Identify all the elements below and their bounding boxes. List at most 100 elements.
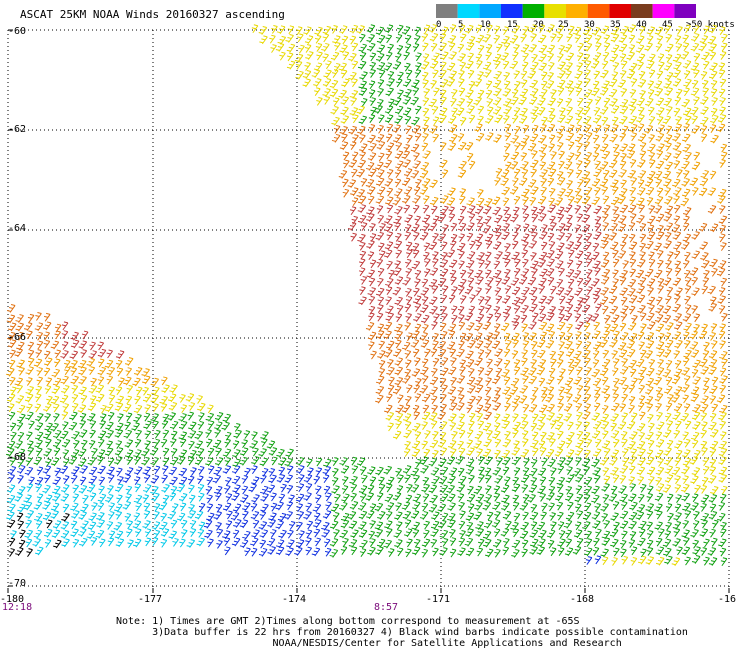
wind-barb (690, 529, 699, 538)
wind-barb (513, 70, 520, 80)
wind-barb (673, 512, 682, 521)
wind-barb (430, 42, 438, 52)
wind-barb (394, 188, 403, 197)
wind-barb (639, 222, 647, 232)
wind-barb (420, 61, 430, 70)
wind-barb (314, 87, 321, 96)
wind-barb (690, 431, 700, 441)
wind-barb (44, 385, 52, 394)
wind-barb (548, 330, 556, 340)
wind-barb (98, 358, 105, 368)
wind-barb (467, 205, 476, 214)
wind-barb (284, 511, 294, 520)
wind-barb (626, 348, 636, 358)
wind-barb (518, 295, 527, 305)
wind-barb (79, 537, 88, 547)
wind-barb (169, 420, 179, 430)
wind-barb (637, 187, 646, 196)
wind-barb (635, 358, 645, 368)
wind-barb (493, 25, 501, 35)
wind-barb (270, 502, 278, 512)
wind-barb (648, 304, 655, 313)
wind-barb (313, 475, 321, 485)
wind-barb (361, 474, 368, 484)
wind-barb (627, 143, 636, 153)
wind-barb (53, 413, 60, 422)
wind-barb (464, 312, 474, 322)
wind-barb (519, 530, 529, 540)
wind-barb (72, 493, 80, 503)
wind-barb (467, 269, 474, 278)
wind-barb (161, 420, 169, 429)
wind-barb (197, 420, 205, 430)
wind-barb (384, 178, 394, 187)
wind-barb (485, 276, 494, 286)
wind-barb (528, 286, 538, 296)
wind-barb (357, 159, 367, 169)
wind-barb (437, 233, 447, 242)
wind-barb (690, 106, 699, 116)
wind-barb (501, 413, 511, 423)
wind-barb (286, 52, 294, 62)
wind-barb (260, 431, 269, 440)
wind-barb (522, 25, 530, 35)
wind-barb (268, 512, 277, 522)
wind-barb (378, 483, 386, 493)
wind-barb (692, 24, 700, 34)
wind-barb (414, 393, 422, 403)
wind-barb (359, 33, 366, 43)
wind-barb (277, 35, 287, 45)
wind-barb (575, 439, 584, 449)
wind-barb (577, 178, 584, 188)
wind-barb (70, 528, 79, 538)
wind-barb (86, 483, 96, 493)
wind-barb (403, 51, 410, 61)
wind-barb (63, 475, 70, 484)
wind-barb (60, 521, 70, 530)
wind-barb (619, 105, 629, 115)
wind-barb (34, 431, 44, 441)
wind-barb (502, 456, 511, 466)
wind-barb (18, 539, 26, 549)
wind-barb (25, 519, 32, 529)
wind-barb (674, 287, 683, 297)
wind-barb (125, 485, 133, 495)
wind-barb (275, 520, 284, 530)
wind-barb (151, 537, 159, 546)
colorbar-label: >50 knots (686, 20, 735, 30)
wind-barb (34, 403, 42, 413)
wind-barb (513, 43, 520, 53)
wind-barb (14, 493, 23, 503)
wind-barb (9, 422, 17, 432)
wind-barb (100, 413, 107, 423)
wind-barb (35, 385, 43, 395)
wind-barb (645, 340, 655, 350)
wind-barb (375, 466, 384, 476)
wind-barb (563, 385, 573, 395)
wind-barb (630, 448, 638, 458)
wind-barb (575, 115, 583, 125)
wind-barb (249, 537, 259, 547)
wind-barb (178, 476, 188, 486)
wind-barb (581, 458, 591, 468)
wind-barb (682, 475, 689, 485)
wind-barb (422, 97, 430, 106)
wind-barb (647, 530, 654, 539)
wind-barb (43, 339, 51, 349)
wind-barb (636, 197, 645, 207)
wind-barb (404, 34, 412, 44)
wind-barb (720, 528, 727, 538)
wind-barb (620, 430, 628, 440)
wind-barb (323, 485, 331, 495)
wind-barb (656, 510, 663, 520)
wind-barb (664, 332, 672, 342)
wind-barb (448, 330, 456, 340)
wind-barb (395, 141, 403, 151)
wind-barb (703, 60, 710, 70)
wind-barb (405, 313, 412, 322)
wind-barb (447, 187, 456, 197)
wind-barb (194, 440, 204, 450)
wind-barb (322, 53, 329, 63)
wind-barb (540, 80, 548, 90)
wind-barb (411, 440, 421, 450)
